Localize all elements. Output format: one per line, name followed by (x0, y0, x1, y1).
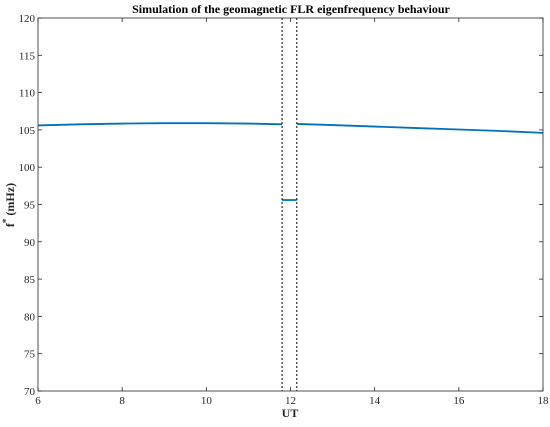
y-tick-label: 80 (24, 311, 36, 323)
y-tick-label: 120 (19, 13, 36, 25)
y-tick-label: 105 (19, 125, 36, 137)
plot-area-frame (37, 17, 544, 392)
y-axis-label-unit: (mHz) (3, 183, 17, 216)
y-axis-label: f* (mHz) (1, 183, 17, 227)
y-tick-label: 70 (24, 386, 36, 398)
series-line-1 (37, 122, 283, 127)
y-tick-label: 100 (19, 162, 36, 174)
chart-title: Simulation of the geomagnetic FLR eigenf… (132, 2, 450, 16)
marker-lines (281, 18, 298, 391)
x-tick-label: 8 (119, 395, 125, 407)
x-axis-ticks: 6 8 10 12 14 16 18 (35, 18, 549, 407)
y-tick-label: 85 (24, 274, 36, 286)
x-tick-label: 18 (538, 395, 550, 407)
x-tick-label: 16 (453, 395, 465, 407)
x-tick-label: 10 (201, 395, 213, 407)
y-tick-label: 110 (19, 88, 36, 100)
y-axis-label-main: f (3, 222, 17, 227)
series-layer (37, 122, 544, 201)
y-tick-label: 115 (19, 50, 36, 62)
x-axis-label: UT (282, 406, 299, 420)
y-tick-label: 90 (24, 237, 36, 249)
series-line-3 (296, 123, 544, 134)
y-axis-ticks: 70 75 80 85 90 95 100 105 110 115 120 (19, 13, 543, 398)
y-axis-label-sup: * (1, 218, 11, 223)
y-tick-label: 75 (24, 349, 36, 361)
y-tick-label: 95 (24, 200, 36, 212)
x-tick-label: 12 (285, 395, 296, 407)
svg-text:f*(mHz): f* (mHz) (1, 183, 17, 227)
x-tick-label: 14 (369, 395, 381, 407)
x-tick-label: 6 (35, 395, 41, 407)
